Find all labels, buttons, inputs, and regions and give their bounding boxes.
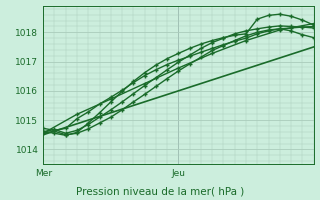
Text: Pression niveau de la mer( hPa ): Pression niveau de la mer( hPa ) (76, 186, 244, 196)
